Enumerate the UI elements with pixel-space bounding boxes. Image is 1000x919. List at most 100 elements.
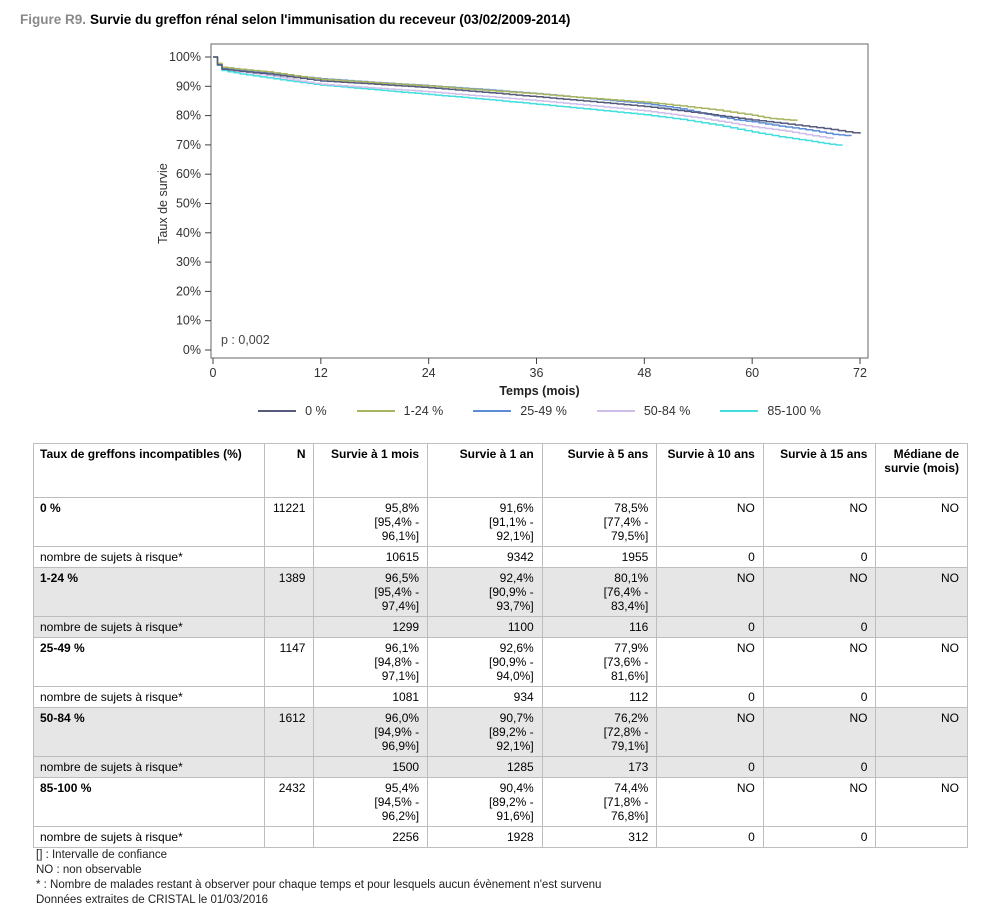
header-survie-5-ans: Survie à 5 ans xyxy=(541,443,658,498)
risk-row-1-24: nombre de sujets à risque* 1299 1100 116 0 0 xyxy=(32,616,968,638)
risk-row-25-49: nombre de sujets à risque* 1081 934 112 0 0 xyxy=(32,686,968,708)
cell-risk-survie-5-ans: 116 xyxy=(541,616,658,638)
cell-risk-survie-1-mois: 1500 xyxy=(313,756,429,778)
cell-taux: 0 % xyxy=(32,497,266,547)
cell-n: 11221 xyxy=(264,497,315,547)
legend-item-25-49: 25-49 % xyxy=(473,404,567,418)
x-axis-tick-label: 12 xyxy=(314,366,328,380)
header-survie-1-an: Survie à 1 an xyxy=(427,443,543,498)
cell-mediane: NO xyxy=(875,777,968,827)
chart-legend: 0 % 1-24 % 25-49 % 50-84 % 85-100 % xyxy=(211,404,868,418)
cell-risk-survie-5-ans: 112 xyxy=(541,686,658,708)
cell-survie-1-an: 91,6% [91,1% - 92,1%] xyxy=(427,497,543,547)
cell-survie-5-ans: 80,1% [76,4% - 83,4%] xyxy=(541,567,658,617)
cell-n: 2432 xyxy=(264,777,315,827)
cell-survie-5-ans: 76,2% [72,8% - 79,1%] xyxy=(541,707,658,757)
figure-title: Figure R9. Survie du greffon rénal selon … xyxy=(20,12,570,27)
cell-survie-1-an: 90,4% [89,2% - 91,6%] xyxy=(427,777,543,827)
cell-taux: 25-49 % xyxy=(32,637,266,687)
header-n: N xyxy=(264,443,315,498)
cell-survie-1-mois: 96,0% [94,9% - 96,9%] xyxy=(313,707,429,757)
cell-n: 1389 xyxy=(264,567,315,617)
cell-survie-1-an: 92,4% [90,9% - 93,7%] xyxy=(427,567,543,617)
cell-survie-10-ans: NO xyxy=(656,567,764,617)
cell-risk-survie-5-ans: 1955 xyxy=(541,546,658,568)
cell-risk-survie-15-ans: 0 xyxy=(762,756,877,778)
y-axis-tick-label: 100% xyxy=(169,50,201,64)
legend-line-swatch xyxy=(473,410,512,412)
cell-risk-survie-1-an: 934 xyxy=(427,686,543,708)
cell-risk-mediane xyxy=(875,686,968,708)
cell-risk-survie-5-ans: 312 xyxy=(541,826,658,848)
cell-risk-n xyxy=(264,826,315,848)
cell-mediane: NO xyxy=(875,567,968,617)
cell-risk-label: nombre de sujets à risque* xyxy=(32,686,266,708)
cell-survie-1-an: 90,7% [89,2% - 92,1%] xyxy=(427,707,543,757)
cell-risk-survie-1-an: 1928 xyxy=(427,826,543,848)
header-survie-15-ans: Survie à 15 ans xyxy=(762,443,877,498)
x-axis-title: Temps (mois) xyxy=(499,384,579,398)
cell-risk-label: nombre de sujets à risque* xyxy=(32,826,266,848)
cell-survie-15-ans: NO xyxy=(762,707,877,757)
survival-curve-1-24 xyxy=(213,56,798,121)
cell-risk-survie-1-an: 1100 xyxy=(427,616,543,638)
cell-risk-survie-15-ans: 0 xyxy=(762,686,877,708)
y-axis-tick-label: 0% xyxy=(183,343,201,357)
plot-border xyxy=(210,43,869,359)
cell-n: 1147 xyxy=(264,637,315,687)
footnote-risk: * : Nombre de malades restant à observer… xyxy=(36,879,602,891)
cell-taux: 50-84 % xyxy=(32,707,266,757)
cell-survie-15-ans: NO xyxy=(762,777,877,827)
cell-survie-1-an: 92,6% [90,9% - 94,0%] xyxy=(427,637,543,687)
risk-row-0: nombre de sujets à risque* 10615 9342 1955 0… xyxy=(32,546,968,568)
legend-item-85-100: 85-100 % xyxy=(720,404,821,418)
footnote-no: NO : non observable xyxy=(36,864,142,876)
cell-survie-10-ans: NO xyxy=(656,777,764,827)
x-axis-tick-label: 36 xyxy=(530,366,544,380)
header-row: Taux de greffons incompatibles (%) N Survi… xyxy=(32,443,968,498)
group-row-50-84: 50-84 % 1612 96,0% [94,9% - 96,9%] 90,7% [8… xyxy=(32,707,968,757)
legend-item-50-84: 50-84 % xyxy=(596,404,690,418)
footnote-source: Données extraites de CRISTAL le 01/03/20… xyxy=(36,894,269,906)
cell-risk-survie-10-ans: 0 xyxy=(656,616,764,638)
cell-risk-survie-10-ans: 0 xyxy=(656,826,764,848)
footnote-ci: [] : Intervalle de confiance xyxy=(36,849,168,861)
cell-risk-survie-5-ans: 173 xyxy=(541,756,658,778)
cell-n: 1612 xyxy=(264,707,315,757)
legend-item-0: 0 % xyxy=(258,404,327,418)
figure-number: Figure R9. xyxy=(20,12,87,27)
survival-curve-50-84 xyxy=(213,56,834,139)
cell-survie-1-mois: 95,4% [94,5% - 96,2%] xyxy=(313,777,429,827)
cell-risk-survie-1-an: 9342 xyxy=(427,546,543,568)
cell-risk-mediane xyxy=(875,616,968,638)
survival-table-wrap: Taux de greffons incompatibles (%) N Survi… xyxy=(32,443,968,848)
cell-mediane: NO xyxy=(875,707,968,757)
y-axis-tick-label: 60% xyxy=(176,167,201,181)
survival-curve-0 xyxy=(213,56,861,134)
cell-survie-15-ans: NO xyxy=(762,567,877,617)
group-row-1-24: 1-24 % 1389 96,5% [95,4% - 97,4%] 92,4% [90… xyxy=(32,567,968,617)
group-row-0: 0 % 11221 95,8% [95,4% - 96,1%] 91,6% [91,1… xyxy=(32,497,968,547)
cell-survie-1-mois: 96,5% [95,4% - 97,4%] xyxy=(313,567,429,617)
cell-risk-survie-10-ans: 0 xyxy=(656,546,764,568)
legend-label: 25-49 % xyxy=(520,404,567,418)
cell-risk-survie-1-mois: 10615 xyxy=(313,546,429,568)
cell-survie-10-ans: NO xyxy=(656,707,764,757)
survival-table: Taux de greffons incompatibles (%) N Survi… xyxy=(32,443,968,848)
cell-risk-label: nombre de sujets à risque* xyxy=(32,546,266,568)
cell-survie-10-ans: NO xyxy=(656,497,764,547)
cell-risk-n xyxy=(264,686,315,708)
legend-line-swatch xyxy=(596,410,635,412)
cell-survie-15-ans: NO xyxy=(762,497,877,547)
cell-survie-1-mois: 95,8% [95,4% - 96,1%] xyxy=(313,497,429,547)
x-axis-tick-label: 24 xyxy=(422,366,436,380)
cell-risk-survie-15-ans: 0 xyxy=(762,616,877,638)
cell-survie-5-ans: 78,5% [77,4% - 79,5%] xyxy=(541,497,658,547)
legend-item-1-24: 1-24 % xyxy=(356,404,443,418)
cell-taux: 85-100 % xyxy=(32,777,266,827)
y-axis-tick-label: 30% xyxy=(176,255,201,269)
y-axis-tick-label: 10% xyxy=(176,314,201,328)
x-axis-tick-label: 72 xyxy=(853,366,867,380)
cell-risk-survie-15-ans: 0 xyxy=(762,826,877,848)
